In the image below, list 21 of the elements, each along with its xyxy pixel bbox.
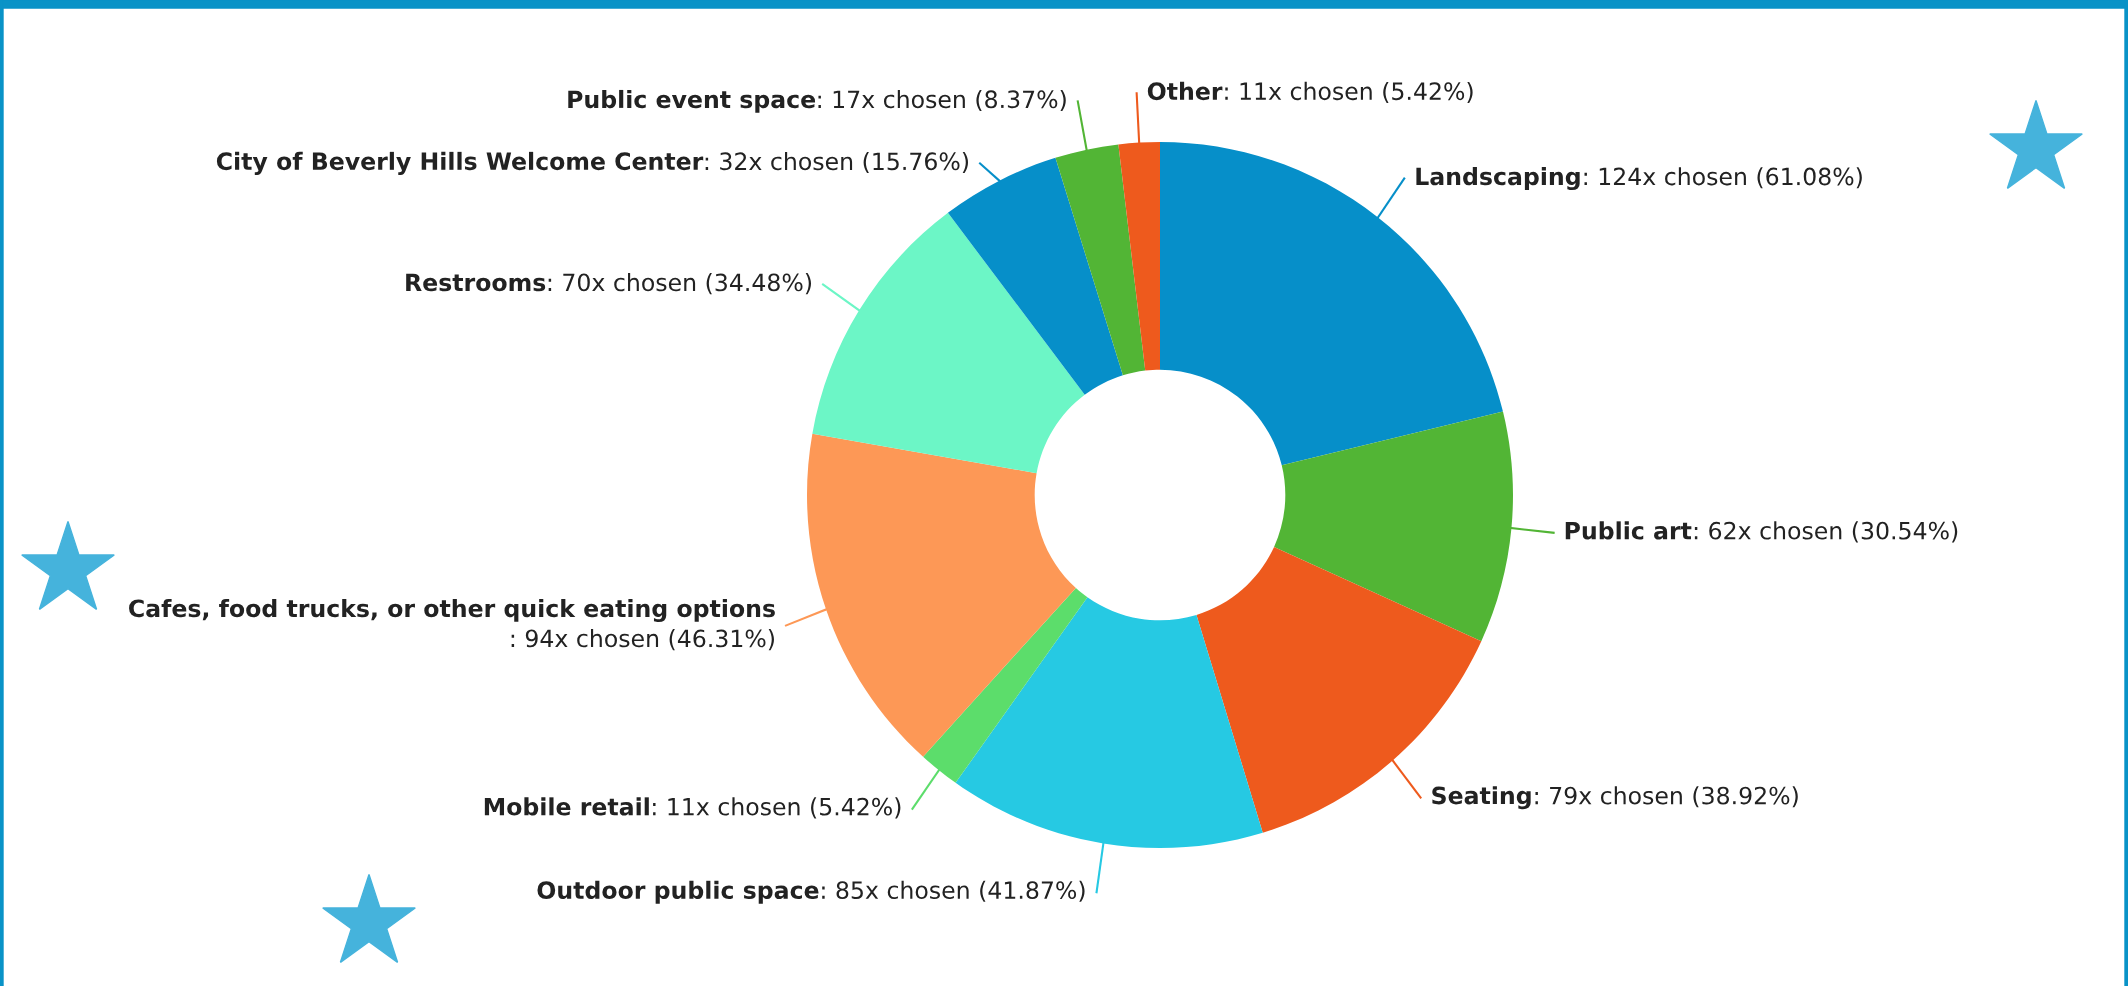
data-label: : 11x chosen (5.42%) bbox=[653, 797, 901, 819]
slice-label: Restrooms bbox=[406, 273, 546, 292]
donut-slice bbox=[812, 212, 1085, 474]
data-label: : 11x chosen (5.42%) bbox=[1225, 81, 1473, 103]
slice-label: Mobile retail bbox=[484, 797, 649, 816]
data-label: : 32x chosen (15.76%) bbox=[705, 151, 969, 173]
slice-label: Public art bbox=[1565, 521, 1692, 540]
slice-label: Outdoor public space bbox=[537, 880, 819, 904]
data-label: : 17x chosen (8.37%) bbox=[818, 89, 1066, 111]
slice-label: City of Beverly Hills Welcome Center bbox=[216, 151, 704, 175]
data-label: : 79x chosen (38.92%) bbox=[1535, 786, 1798, 808]
slice-label: Public event space bbox=[568, 89, 816, 113]
data-label: : 94x chosen (46.31%) bbox=[511, 629, 774, 651]
data-label: : 85x chosen (41.87%) bbox=[822, 880, 1085, 902]
data-label: : 70x chosen (34.48%) bbox=[548, 273, 812, 295]
data-label: : 124x chosen (61.08%) bbox=[1584, 167, 1862, 189]
slice-label: Other bbox=[1147, 81, 1223, 101]
slice-label: Seating bbox=[1432, 786, 1531, 810]
slice-label: Landscaping bbox=[1416, 167, 1580, 191]
slice-label: Cafes, food trucks, or other quick eating options bbox=[129, 598, 775, 623]
data-label: : 62x chosen (30.54%) bbox=[1694, 521, 1958, 543]
